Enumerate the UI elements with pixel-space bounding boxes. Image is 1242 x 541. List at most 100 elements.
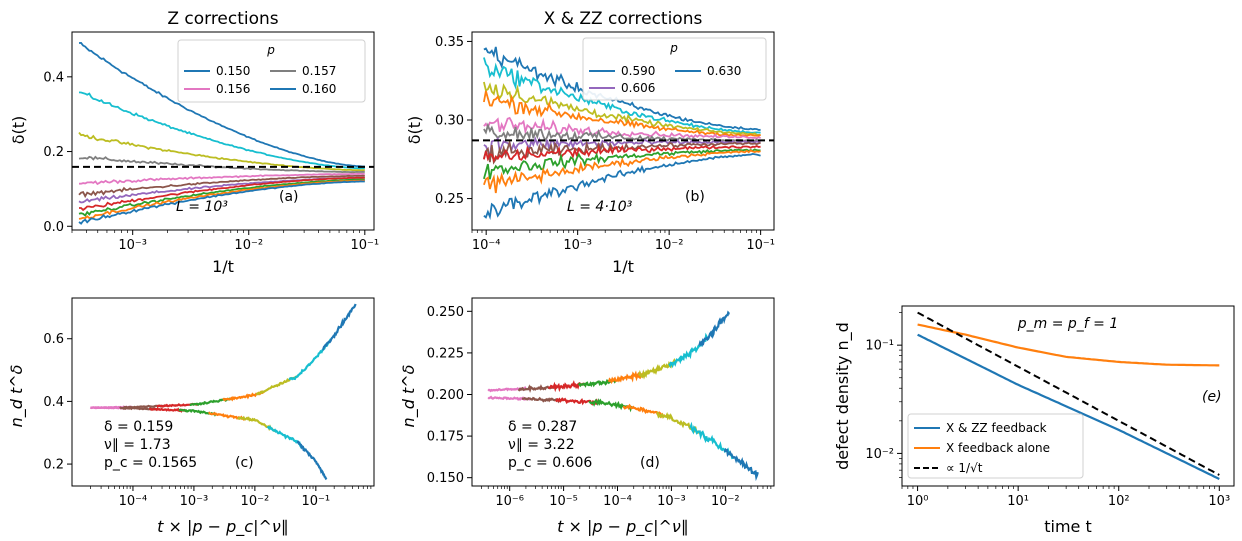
panel-b-series-0 bbox=[483, 46, 761, 131]
legend-label-sqrt: ∝ 1/√t bbox=[946, 461, 983, 475]
panel-b-xtick-label: 10⁻³ bbox=[563, 238, 592, 253]
panel-c: t × |p − p_c|^ν∥ n_d t^δ 10⁻⁴ 10⁻³ 10⁻² 10⁻… bbox=[7, 297, 375, 537]
panel-a-series-2 bbox=[78, 132, 365, 172]
panel-c-ytick-label: 0.6 bbox=[43, 332, 64, 347]
panel-a-xtick-label: 10⁻³ bbox=[118, 238, 147, 253]
panel-b-series-5 bbox=[483, 122, 761, 143]
panel-a-series-10 bbox=[78, 180, 365, 225]
panel-d-ytick-label: 0.250 bbox=[427, 305, 464, 320]
panel-d-frame bbox=[471, 297, 775, 487]
panel-e-xlabel: time t bbox=[1044, 517, 1092, 536]
panel-e-xtick-label: 10¹ bbox=[1007, 494, 1029, 509]
panel-b-series-3 bbox=[483, 90, 761, 137]
panel-a-legend-title: p bbox=[266, 43, 275, 57]
panel-d-plot-area bbox=[487, 310, 759, 482]
panel-a-ylabel: δ(t) bbox=[9, 116, 28, 145]
panel-d-xlabel: t × |p − p_c|^ν∥ bbox=[557, 517, 689, 537]
panel-b-tag: (b) bbox=[685, 189, 705, 205]
panel-a-series-1 bbox=[78, 91, 365, 170]
panel-c-upper-branch-segment-7 bbox=[322, 303, 357, 351]
panel-d-lower-branch-segment-7 bbox=[723, 447, 759, 482]
panel-d-ytick-label: 0.200 bbox=[427, 388, 464, 403]
panel-e-ytick-label: 10⁻¹ bbox=[865, 339, 894, 354]
panel-e: time t defect density n_d 10⁰ 10¹ 10² 10³10… bbox=[833, 305, 1235, 536]
panel-c-plot-area bbox=[89, 303, 357, 481]
panel-c-ylabel: n_d t^δ bbox=[7, 364, 27, 427]
legend-label-xzz: X & ZZ feedback bbox=[946, 421, 1047, 435]
panel-d-nu: ν∥ = 3.22 bbox=[508, 437, 575, 453]
panel-a-xtick-label: 10⁻¹ bbox=[350, 238, 379, 253]
panel-e-plot-area bbox=[917, 311, 1220, 480]
panel-e-series-2 bbox=[917, 311, 1220, 476]
panel-b-title: X & ZZ corrections bbox=[544, 9, 703, 29]
panel-a-ticks: 10⁻³ 10⁻² 10⁻¹ 0.0 0.2 0.4 bbox=[43, 70, 379, 253]
panel-b: X & ZZ corrections 1/t δ(t) 10⁻⁴ 10⁻³ 10⁻²… bbox=[405, 9, 775, 276]
legend-label-0150: 0.150 bbox=[216, 64, 250, 78]
legend-label-0590: 0.590 bbox=[621, 64, 655, 78]
panel-e-xtick-label: 10⁰ bbox=[907, 494, 929, 509]
panel-d-ytick-label: 0.150 bbox=[427, 471, 464, 486]
panel-b-plot-area bbox=[472, 46, 774, 221]
panel-d-xtick-label: 10⁻⁶ bbox=[495, 494, 524, 509]
panel-e-frame bbox=[901, 305, 1235, 487]
panel-d-ytick-label: 0.225 bbox=[427, 346, 464, 361]
panel-d-ytick-label: 0.175 bbox=[427, 430, 464, 445]
panel-e-ticks: 10⁰ 10¹ 10² 10³ 10⁻² 10⁻¹ bbox=[865, 312, 1230, 509]
panel-a-series-8 bbox=[78, 178, 365, 217]
panel-a-series-7 bbox=[79, 176, 365, 212]
panel-a-xtick-label: 10⁻² bbox=[234, 238, 263, 253]
panel-e-legend: X & ZZ feedback X feedback alone ∝ 1/√t bbox=[907, 413, 1084, 479]
panel-d-ticks: 10⁻⁶ 10⁻⁵ 10⁻⁴ 10⁻³ 10⁻² 0.150 0.175 0.200 0.225… bbox=[427, 305, 772, 509]
panel-c-ticks: 10⁻⁴ 10⁻³ 10⁻² 10⁻¹ 0.2 0.4 0.6 bbox=[43, 332, 372, 509]
panel-e-series-1 bbox=[917, 323, 1220, 367]
panel-b-xtick-label: 10⁻⁴ bbox=[472, 238, 501, 253]
panel-c-xlabel: t × |p − p_c|^ν∥ bbox=[157, 517, 289, 537]
panel-e-condition: p_m = p_f = 1 bbox=[1017, 316, 1119, 332]
panel-a-xlabel: 1/t bbox=[212, 257, 234, 276]
panel-b-series-4 bbox=[483, 116, 761, 140]
panel-b-legend-title: p bbox=[669, 41, 678, 55]
panel-a-series-0 bbox=[78, 41, 365, 168]
panel-b-xlabel: 1/t bbox=[612, 257, 634, 276]
panel-b-xtick-label: 10⁻² bbox=[655, 238, 684, 253]
panel-b-legend-box bbox=[582, 37, 767, 101]
panel-c-xtick-label: 10⁻³ bbox=[180, 494, 209, 509]
panel-d-upper-branch-segment-7 bbox=[698, 310, 730, 348]
panel-a-title: Z corrections bbox=[167, 9, 278, 29]
panel-b-ylabel: δ(t) bbox=[405, 116, 424, 145]
panel-a-ytick-label: 0.2 bbox=[43, 145, 64, 160]
panel-b-series-11 bbox=[483, 152, 761, 221]
panel-b-series-6 bbox=[483, 136, 761, 157]
panel-b-series-1 bbox=[483, 57, 761, 134]
panel-d-xtick-label: 10⁻⁴ bbox=[603, 494, 632, 509]
panel-b-ticks: 10⁻⁴ 10⁻³ 10⁻² 10⁻¹ 0.25 0.30 0.35 bbox=[435, 35, 775, 253]
panel-a-series-5 bbox=[78, 174, 365, 199]
panel-a-series-9 bbox=[78, 179, 365, 220]
panel-a-ytick-label: 0.0 bbox=[43, 220, 64, 235]
legend-label-0156: 0.156 bbox=[216, 82, 250, 96]
panel-c-lower-branch-segment-6 bbox=[266, 425, 306, 451]
panel-c-xtick-label: 10⁻² bbox=[241, 494, 270, 509]
panel-b-series-9 bbox=[483, 148, 761, 180]
panel-d-lower-branch-segment-6 bbox=[689, 421, 734, 460]
panel-c-frame bbox=[71, 297, 375, 487]
panel-e-ylabel: defect density n_d bbox=[833, 322, 853, 470]
panel-b-xtick-label: 10⁻¹ bbox=[746, 238, 775, 253]
panel-b-ytick-label: 0.35 bbox=[435, 35, 464, 50]
panel-a-L-label: L = 10³ bbox=[176, 199, 228, 215]
panel-d-xtick-label: 10⁻⁵ bbox=[549, 494, 578, 509]
panel-b-frame bbox=[471, 31, 775, 231]
panel-b-series-10 bbox=[483, 149, 761, 194]
panel-d-tag: (d) bbox=[640, 455, 660, 471]
panel-d-ylabel: n_d t^δ bbox=[399, 364, 419, 427]
panel-c-xtick-label: 10⁻⁴ bbox=[119, 494, 148, 509]
panel-c-ytick-label: 0.2 bbox=[43, 458, 64, 473]
panel-b-legend: p 0.590 0.630 0.606 bbox=[582, 37, 767, 101]
panel-b-ytick-label: 0.30 bbox=[435, 114, 464, 129]
panel-a-legend: p 0.150 0.157 0.156 0.160 bbox=[177, 39, 366, 103]
panel-b-L-label: L = 4·10³ bbox=[567, 199, 633, 215]
panel-b-ytick-label: 0.25 bbox=[435, 192, 464, 207]
panel-e-legend-box bbox=[907, 413, 1084, 479]
panel-e-ytick-label: 10⁻² bbox=[865, 447, 894, 462]
